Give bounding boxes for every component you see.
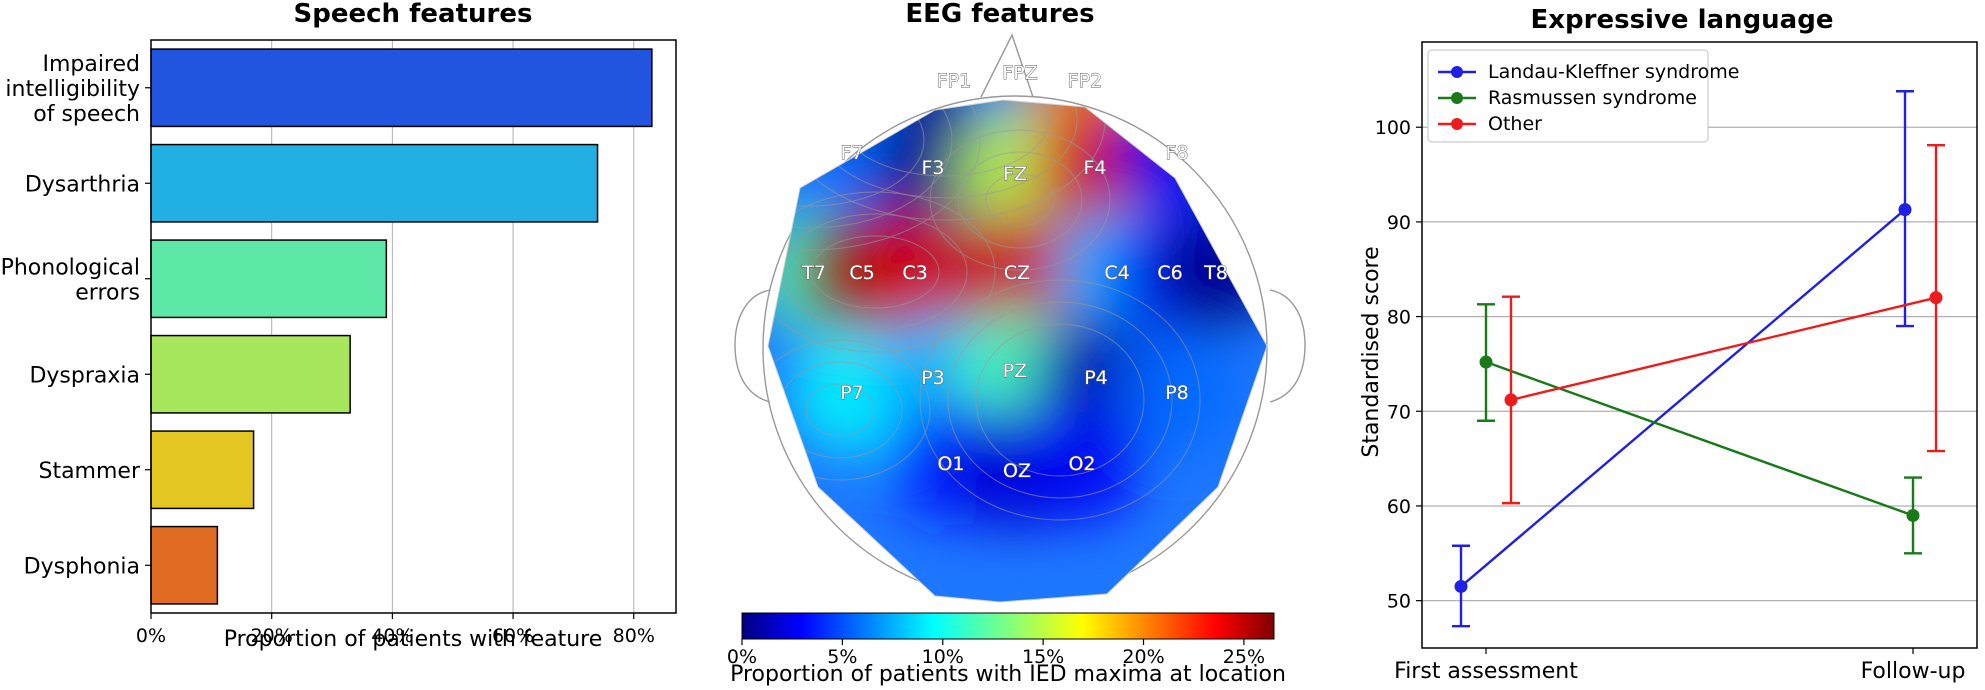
expressive-y-tick-label: 90 [1387, 212, 1411, 234]
electrode-label: F3 [921, 157, 944, 179]
expressive-plot-frame [1421, 41, 1978, 649]
electrode-label: P4 [1084, 367, 1108, 389]
electrode-label: PZ [1003, 360, 1027, 382]
electrode-labels: FP1 FPZ FP2 F7 F3 FZ F4 F8 T7 C5 C3 CZ C4 C6 T8 P7 P3 PZ P… [801, 62, 1229, 483]
electrode-label: FZ [1003, 163, 1027, 185]
electrode-label: CZ [1004, 262, 1030, 284]
electrode-label: P3 [921, 367, 945, 389]
electrode-label: O1 [937, 453, 964, 475]
colorbar-tick-label: 15% [1022, 646, 1064, 668]
electrode-label: F4 [1083, 157, 1106, 179]
speech-bar [150, 430, 255, 510]
series-line [1460, 208, 1906, 588]
data-point [1504, 393, 1518, 407]
speech-x-tick-label: 60% [492, 625, 534, 647]
colorbar [741, 612, 1275, 640]
speech-bar [150, 525, 219, 605]
expressive-legend: Landau-Kleffner syndrome Rasmussen syndro… [1427, 49, 1739, 143]
expressive-y-tick-label: 100 [1375, 117, 1411, 139]
colorbar-label: Proportion of patients with IED maxima a… [730, 662, 1286, 687]
expressive-y-tick-label: 60 [1387, 496, 1411, 518]
expressive-x-ticks: First assessment Follow-up [1394, 648, 1965, 684]
electrode-label: T8 [1203, 262, 1228, 284]
colorbar-ticks: 0% 5% 10% 15% 20% 25% [727, 639, 1265, 668]
nose-outline [980, 33, 1034, 98]
colorbar-tick-label: 10% [922, 646, 964, 668]
legend-entry: Other [1488, 113, 1542, 135]
speech-plot-frame [150, 39, 677, 614]
legend-entry: Rasmussen syndrome [1488, 87, 1697, 109]
electrode-label: OZ [1003, 460, 1031, 482]
speech-bars [150, 48, 653, 605]
speech-category-label: Dyspraxia [29, 363, 140, 388]
data-point [1929, 291, 1943, 305]
legend-swatch-marker [1451, 92, 1463, 104]
expressive-y-axis-label: Standardised score [1359, 246, 1384, 457]
electrode-label: C4 [1104, 262, 1129, 284]
speech-x-tick-label: 40% [371, 625, 413, 647]
speech-category-label: Dysarthria [25, 172, 140, 197]
speech-chart-title: Speech features [294, 0, 533, 29]
electrode-label: P7 [840, 382, 864, 404]
speech-bar [150, 48, 653, 128]
speech-features-chart: Speech features Impaired intelligibility o… [1, 0, 677, 652]
series-line [1510, 296, 1937, 402]
speech-gridlines [271, 40, 635, 613]
electrode-label: FPZ [1002, 62, 1037, 84]
electrode-label: C3 [902, 262, 927, 284]
expressive-chart-title: Expressive language [1531, 5, 1834, 35]
electrode-label: C5 [849, 262, 874, 284]
speech-x-axis-label: Proportion of patients with feature [224, 627, 603, 652]
speech-bar [150, 334, 351, 414]
eeg-topography-chart: EEG features FP1 FPZ FP2 F7 F3 FZ F4 F8 T7 C5 C3 CZ… [727, 0, 1306, 687]
expressive-y-ticks: 50 60 70 80 90 100 [1375, 117, 1422, 613]
electrode-label: C6 [1157, 262, 1182, 284]
electrode-label: F8 [1165, 142, 1188, 164]
expressive-gridlines [1422, 126, 1977, 602]
expressive-language-chart: Expressive language 50 60 70 80 90 100 First … [1359, 5, 1978, 684]
expressive-x-tick-label: First assessment [1394, 659, 1578, 684]
expressive-y-tick-label: 70 [1387, 401, 1411, 423]
speech-category-labels: Impaired intelligibility of speech Dysarthr… [1, 52, 151, 579]
legend-entry: Landau-Kleffner syndrome [1488, 61, 1739, 83]
speech-category-label: Phonological errors [1, 255, 140, 305]
electrode-label: T7 [801, 262, 826, 284]
data-point [1454, 579, 1468, 593]
data-point [1898, 203, 1912, 217]
colorbar-tick-label: 25% [1223, 646, 1265, 668]
speech-x-tick-label: 20% [251, 625, 293, 647]
right-ear-outline [1269, 289, 1306, 403]
legend-swatch-marker [1451, 66, 1463, 78]
colorbar-tick-label: 5% [827, 646, 857, 668]
speech-x-tick-label: 0% [136, 625, 166, 647]
legend-box [1427, 49, 1709, 143]
electrode-label: FP2 [1068, 70, 1102, 92]
speech-bar [150, 143, 599, 223]
left-ear-outline [734, 289, 771, 403]
speech-x-ticks: 0% 20% 40% 60% 80% [136, 613, 655, 647]
expressive-y-tick-label: 80 [1387, 307, 1411, 329]
colorbar-tick-label: 20% [1122, 646, 1164, 668]
speech-category-label: Impaired intelligibility of speech [5, 52, 140, 127]
expressive-y-tick-label: 50 [1387, 591, 1411, 613]
speech-category-label: Stammer [38, 459, 140, 484]
electrode-label: O2 [1068, 453, 1095, 475]
topography-boundary [767, 99, 1268, 603]
speech-bar [150, 239, 388, 319]
speech-x-tick-label: 80% [613, 625, 655, 647]
expressive-x-tick-label: Follow-up [1861, 659, 1966, 684]
eeg-chart-title: EEG features [905, 0, 1094, 29]
speech-category-label: Dysphonia [24, 554, 140, 579]
expressive-series [1452, 90, 1945, 628]
legend-swatch-marker [1451, 118, 1463, 130]
electrode-label: FP1 [937, 70, 971, 92]
electrode-label: P8 [1165, 382, 1189, 404]
data-point [1479, 355, 1493, 369]
colorbar-tick-label: 0% [727, 646, 757, 668]
data-point [1906, 508, 1920, 522]
electrode-label: F7 [840, 142, 863, 164]
